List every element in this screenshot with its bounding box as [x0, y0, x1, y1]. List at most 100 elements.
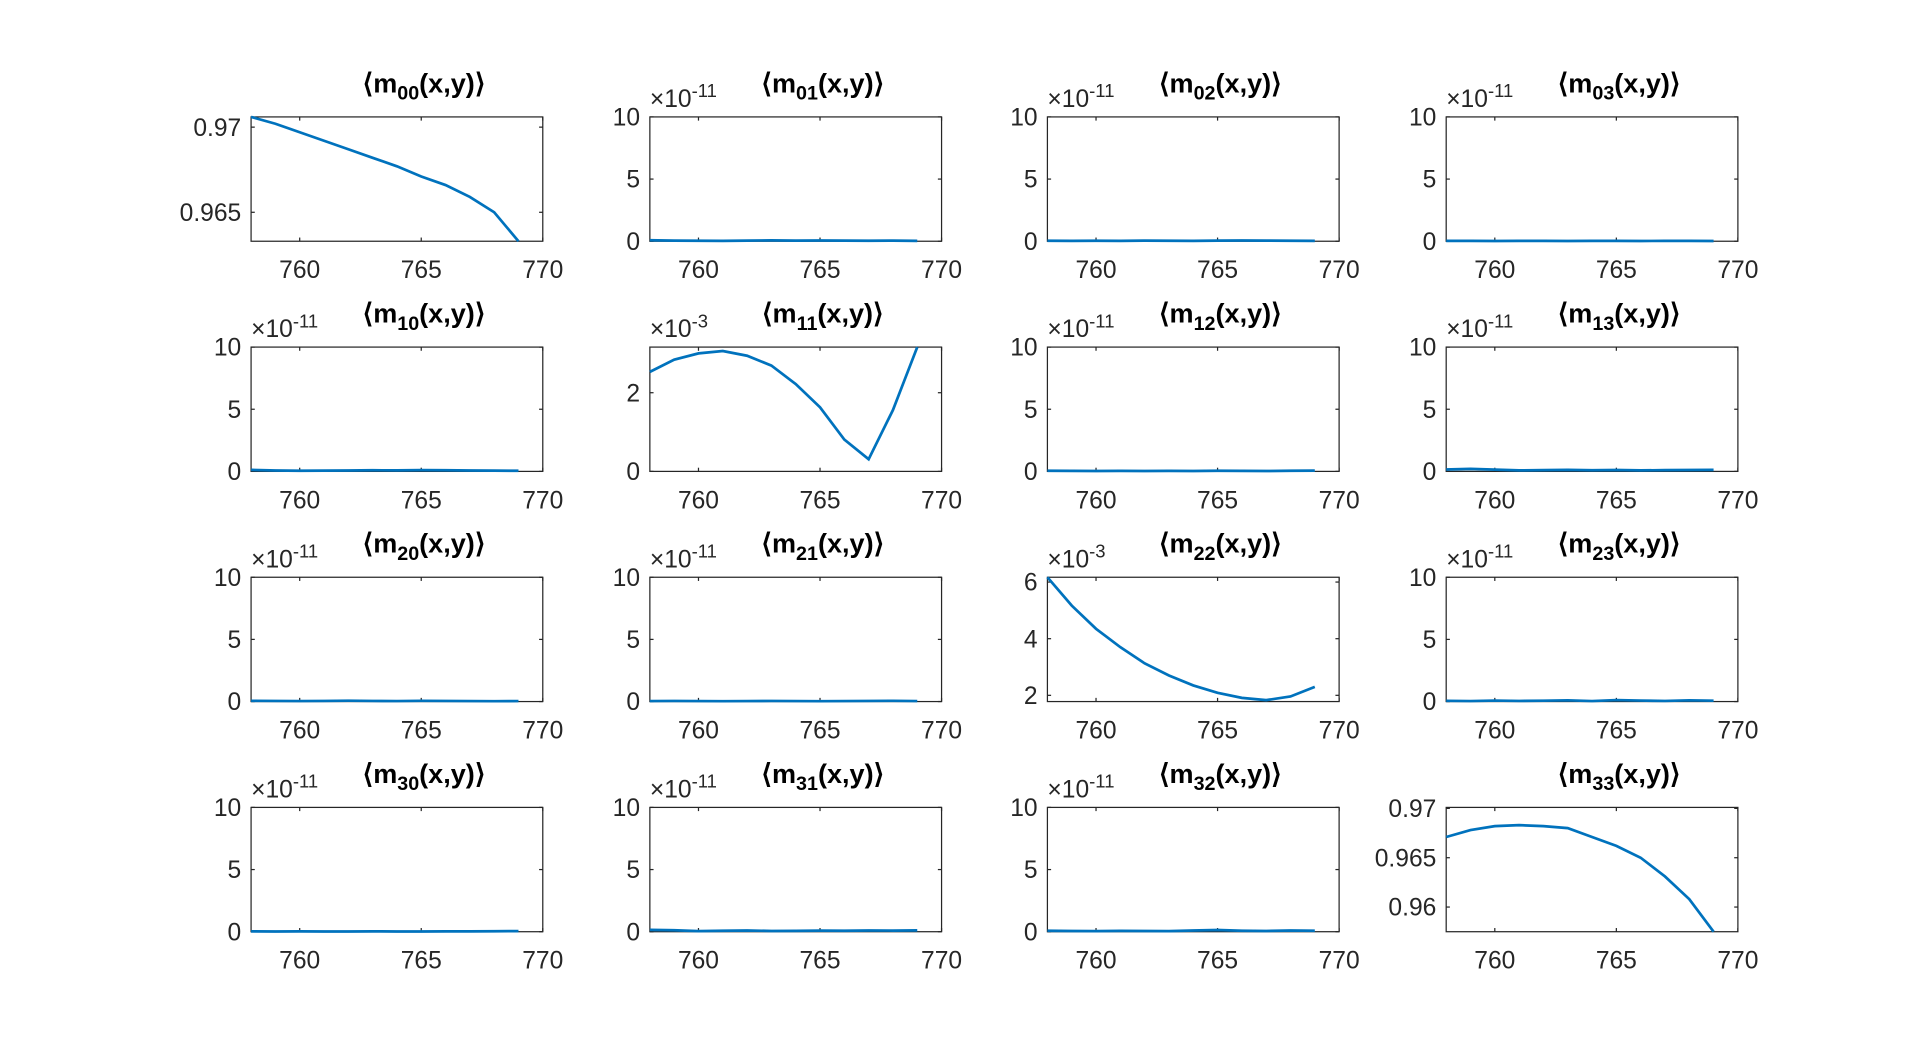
title-subscript: 32	[1194, 773, 1216, 795]
x-tick-label: 760	[1474, 257, 1515, 284]
exponent-power: -11	[1089, 310, 1114, 331]
y-exponent: ×10-11	[650, 80, 717, 113]
title-text: (x,y)⟩	[817, 297, 883, 328]
subplot: 0.965 0.97 760 765 770 ⟨m00(x,y)⟩	[180, 67, 564, 284]
title-text: ⟨m	[363, 67, 398, 98]
title-text: (x,y)⟩	[1614, 528, 1680, 559]
subplot: 0 5 10 760 765 770 ×10-11 ⟨m03(x,y)⟩	[1409, 67, 1758, 284]
subplot-title: ⟨m11(x,y)⟩	[762, 297, 884, 334]
title-text: ⟨m	[1558, 758, 1593, 789]
y-tick-label: 5	[1423, 167, 1437, 194]
title-text: (x,y)⟩	[1614, 67, 1680, 98]
title-subscript: 02	[1194, 83, 1216, 105]
subplot: 0 5 10 760 765 770 ×10-11 ⟨m31(x,y)⟩	[613, 758, 962, 975]
x-tick-label: 760	[678, 948, 719, 975]
title-subscript: 23	[1592, 543, 1614, 565]
x-tick-label: 765	[799, 948, 840, 975]
subplot-title: ⟨m32(x,y)⟩	[1159, 758, 1282, 795]
y-tick-label: 0	[626, 229, 640, 256]
subplot: 0 5 10 760 765 770 ×10-11 ⟨m13(x,y)⟩	[1409, 297, 1758, 514]
axes-box	[1445, 806, 1739, 933]
subplot: 0 5 10 760 765 770 ×10-11 ⟨m01(x,y)⟩	[613, 67, 962, 284]
y-tick-label: 0.97	[1388, 796, 1436, 823]
x-tick-label: 770	[522, 257, 563, 284]
x-tick-label: 770	[1319, 487, 1360, 514]
x-tick-label: 760	[678, 717, 719, 744]
title-text: (x,y)⟩	[419, 528, 485, 559]
y-tick-label: 0	[228, 919, 242, 946]
exponent-base: ×10	[251, 316, 293, 343]
exponent-base: ×10	[1047, 316, 1089, 343]
title-text: ⟨m	[1159, 758, 1194, 789]
y-tick-label: 0.965	[1375, 845, 1437, 872]
axes-box	[1046, 576, 1340, 703]
y-tick-label: 5	[1024, 397, 1038, 424]
subplot: 0.96 0.965 0.97 760 765 770 ⟨m33(x,y)⟩	[1375, 758, 1759, 975]
title-text: ⟨m	[1558, 528, 1593, 559]
y-exponent: ×10-11	[650, 541, 717, 574]
subplot: 0 5 10 760 765 770 ×10-11 ⟨m21(x,y)⟩	[613, 528, 962, 745]
y-exponent: ×10-11	[1446, 80, 1513, 113]
data-line	[1446, 698, 1714, 703]
title-text: ⟨m	[363, 528, 398, 559]
subplot-title: ⟨m00(x,y)⟩	[363, 67, 486, 104]
data-line	[649, 928, 918, 933]
exponent-power: -11	[692, 80, 717, 101]
y-tick-label: 0	[228, 459, 242, 486]
y-tick-label: 5	[228, 627, 242, 654]
exponent-base: ×10	[1047, 777, 1089, 804]
subplot: 0 5 10 760 765 770 ×10-11 ⟨m32(x,y)⟩	[1010, 758, 1359, 975]
y-tick-label: 5	[1024, 167, 1038, 194]
subplot: 0 5 10 760 765 770 ×10-11 ⟨m23(x,y)⟩	[1409, 528, 1758, 745]
axes-box	[649, 346, 943, 473]
x-tick-label: 770	[1717, 717, 1758, 744]
y-tick-label: 0	[1423, 229, 1437, 256]
title-text: (x,y)⟩	[1614, 297, 1680, 328]
exponent-power: -3	[1089, 541, 1105, 562]
x-tick-label: 770	[921, 257, 962, 284]
x-tick-label: 770	[1717, 257, 1758, 284]
exponent-power: -11	[293, 771, 318, 792]
subplot: 0 5 10 760 765 770 ×10-11 ⟨m02(x,y)⟩	[1010, 67, 1359, 284]
y-tick-label: 5	[626, 167, 640, 194]
x-tick-label: 770	[921, 487, 962, 514]
y-tick-label: 5	[626, 627, 640, 654]
axes-box	[250, 576, 544, 703]
title-subscript: 11	[797, 313, 818, 335]
y-tick-label: 0.965	[180, 200, 242, 227]
y-exponent: ×10-11	[251, 541, 318, 574]
title-text: (x,y)⟩	[818, 758, 884, 789]
subplot-title: ⟨m13(x,y)⟩	[1558, 297, 1681, 334]
subplot-title: ⟨m02(x,y)⟩	[1159, 67, 1282, 104]
x-tick-label: 770	[522, 948, 563, 975]
exponent-power: -3	[692, 310, 708, 331]
x-tick-label: 765	[1197, 257, 1238, 284]
title-subscript: 22	[1194, 543, 1216, 565]
y-tick-label: 0	[1024, 459, 1038, 486]
title-text: ⟨m	[363, 297, 398, 328]
x-tick-label: 760	[279, 257, 320, 284]
exponent-power: -11	[1488, 80, 1513, 101]
exponent-base: ×10	[1446, 316, 1488, 343]
data-line	[251, 468, 519, 473]
exponent-base: ×10	[1446, 86, 1488, 113]
exponent-base: ×10	[650, 777, 692, 804]
y-tick-label: 10	[214, 795, 241, 822]
y-tick-label: 10	[613, 565, 640, 592]
exponent-power: -11	[293, 310, 318, 331]
axes-box	[250, 116, 544, 242]
title-text: ⟨m	[1159, 297, 1194, 328]
exponent-base: ×10	[650, 546, 692, 573]
y-tick-label: 10	[1010, 795, 1037, 822]
x-tick-label: 765	[1197, 948, 1238, 975]
y-tick-label: 10	[1010, 105, 1037, 132]
axes-box	[1445, 116, 1739, 242]
title-text: (x,y)⟩	[419, 297, 485, 328]
title-subscript: 12	[1194, 313, 1216, 335]
axes-box	[649, 806, 943, 933]
x-tick-label: 765	[1596, 948, 1637, 975]
title-subscript: 31	[796, 773, 818, 795]
y-exponent: ×10-11	[650, 771, 717, 804]
subplot-title: ⟨m10(x,y)⟩	[363, 297, 486, 334]
